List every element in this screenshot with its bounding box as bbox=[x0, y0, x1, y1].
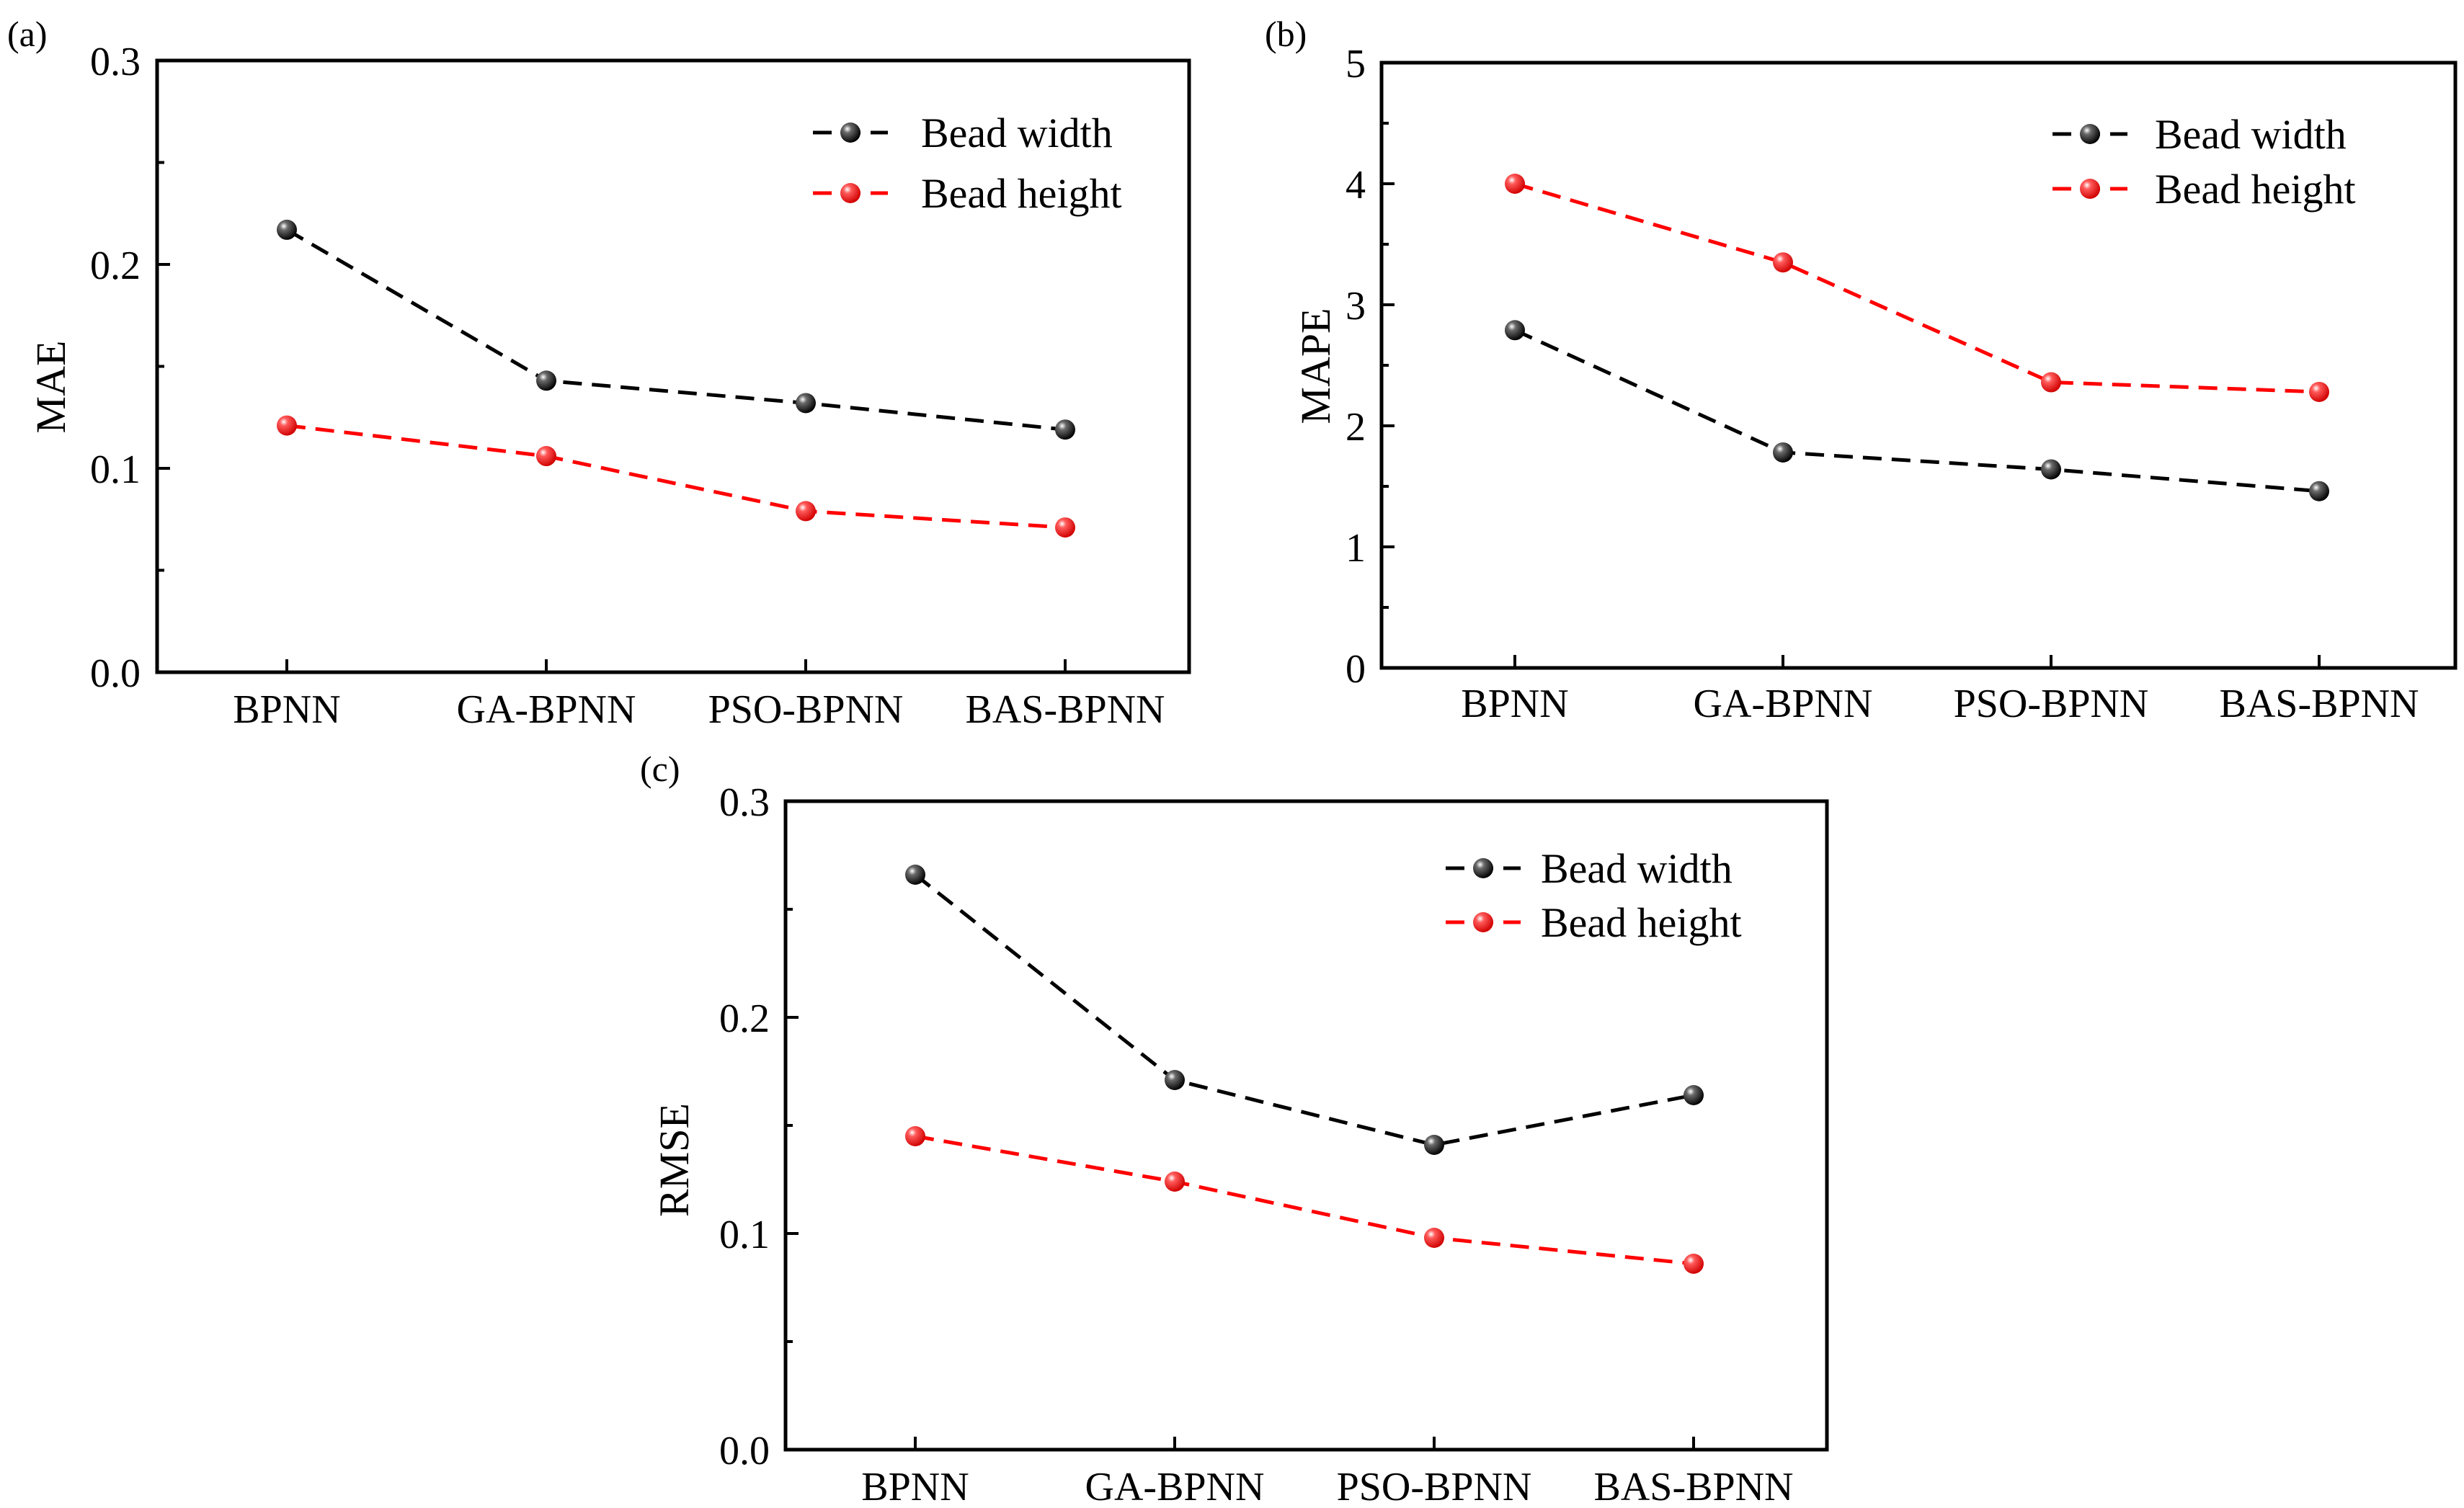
panel-b-ytick-label: 2 bbox=[1346, 405, 1366, 450]
panel-c-point-bead-height bbox=[905, 1126, 925, 1146]
panel-c-tick-marks bbox=[786, 800, 1695, 1451]
panel-b-series-bead-height bbox=[1505, 174, 2329, 402]
panel-a-category-label: BAS-BPNN bbox=[966, 687, 1165, 732]
panel-a-point-bead-width bbox=[536, 370, 556, 391]
panel-b-point-bead-height bbox=[1773, 252, 1793, 273]
legend-label-bead-width: Bead width bbox=[1541, 845, 1733, 892]
panel-b: (b) MAPE 0 1 2 3 4 5 BPNN GA-BPNN PSO-BP… bbox=[1265, 14, 2458, 726]
panel-b-category-label: BAS-BPNN bbox=[2220, 682, 2419, 726]
panel-a-point-bead-width bbox=[277, 219, 297, 240]
panel-c-plot-frame bbox=[783, 799, 1829, 1452]
panel-a-point-bead-width bbox=[1055, 419, 1075, 440]
panel-b-x-ticks: BPNN GA-BPNN PSO-BPNN BAS-BPNN bbox=[1461, 682, 2419, 726]
panel-a-point-bead-width bbox=[796, 393, 816, 414]
panel-b-point-bead-width bbox=[1773, 442, 1793, 463]
panel-a-line-bead-height bbox=[286, 424, 1066, 530]
panel-a-ytick-label: 0.2 bbox=[90, 244, 141, 288]
panel-c-point-bead-width bbox=[905, 865, 925, 885]
panel-a-x-ticks: BPNN GA-BPNN PSO-BPNN BAS-BPNN bbox=[233, 687, 1165, 732]
panel-c-ytick-label: 0.3 bbox=[719, 780, 770, 825]
panel-c-ytick-label: 0.2 bbox=[719, 996, 770, 1041]
panel-b-category-label: PSO-BPNN bbox=[1954, 682, 2149, 726]
panel-c-point-bead-width bbox=[1165, 1070, 1185, 1090]
legend-label-bead-height: Bead height bbox=[1541, 899, 1742, 946]
panel-a-y-ticks: 0.0 0.1 0.2 0.3 bbox=[90, 40, 141, 696]
panel-b-point-bead-height bbox=[1505, 174, 1525, 194]
legend-label-bead-height: Bead height bbox=[2155, 166, 2356, 213]
panel-a-point-bead-height bbox=[536, 446, 556, 467]
legend-marker-bead-width bbox=[840, 122, 860, 143]
panel-c-series-bead-width bbox=[905, 865, 1704, 1155]
panel-a-point-bead-height bbox=[1055, 517, 1075, 538]
panel-a-series-bead-height bbox=[277, 415, 1075, 538]
panel-c-ytick-label: 0.0 bbox=[719, 1429, 770, 1473]
legend-marker-bead-height bbox=[840, 183, 860, 203]
legend-label-bead-width: Bead width bbox=[2155, 111, 2347, 158]
panel-b-legend: Bead width Bead height bbox=[2052, 111, 2356, 213]
panel-b-y-ticks: 0 1 2 3 4 5 bbox=[1346, 42, 1366, 692]
panel-a-point-bead-height bbox=[796, 501, 816, 522]
legend-marker-bead-height bbox=[1473, 912, 1493, 932]
panel-c: (c) RMSE 0.0 0.1 0.2 0.3 BPNN GA-BPNN PS… bbox=[640, 749, 1829, 1508]
panel-a-category-label: PSO-BPNN bbox=[708, 687, 904, 732]
panel-c-point-bead-width bbox=[1684, 1085, 1704, 1105]
panel-c-legend: Bead width Bead height bbox=[1446, 845, 1742, 946]
panel-c-label: (c) bbox=[640, 749, 680, 789]
legend-label-bead-width: Bead width bbox=[921, 110, 1113, 156]
panel-a-point-bead-height bbox=[277, 415, 297, 436]
panel-b-point-bead-height bbox=[2309, 381, 2329, 402]
panel-a-legend: Bead width Bead height bbox=[813, 110, 1122, 217]
panel-c-ytick-label: 0.1 bbox=[719, 1213, 770, 1257]
panel-c-point-bead-width bbox=[1424, 1135, 1444, 1155]
panel-a-tick-marks bbox=[157, 59, 1067, 674]
panel-c-category-label: PSO-BPNN bbox=[1337, 1465, 1532, 1508]
panel-b-ytick-label: 1 bbox=[1346, 526, 1366, 571]
panel-a-ytick-label: 0.1 bbox=[90, 447, 141, 492]
panel-b-line-bead-width bbox=[1513, 329, 2320, 494]
panel-c-line-bead-height bbox=[915, 1134, 1694, 1266]
panel-c-x-ticks: BPNN GA-BPNN PSO-BPNN BAS-BPNN bbox=[861, 1465, 1793, 1508]
panel-a-series-bead-width bbox=[277, 219, 1075, 440]
legend-label-bead-height: Bead height bbox=[921, 170, 1122, 217]
panel-b-label: (b) bbox=[1265, 14, 1307, 54]
panel-c-category-label: BAS-BPNN bbox=[1594, 1465, 1794, 1508]
panel-c-point-bead-height bbox=[1684, 1254, 1704, 1274]
panel-b-ytick-label: 0 bbox=[1346, 647, 1366, 692]
panel-c-category-label: BPNN bbox=[861, 1465, 969, 1508]
panel-c-line-bead-width bbox=[914, 873, 1694, 1147]
panel-b-category-label: GA-BPNN bbox=[1694, 682, 1873, 726]
panel-a-category-label: BPNN bbox=[233, 687, 340, 732]
legend-marker-bead-width bbox=[1473, 858, 1493, 878]
panel-b-point-bead-width bbox=[2309, 481, 2329, 501]
panel-c-y-ticks: 0.0 0.1 0.2 0.3 bbox=[719, 780, 770, 1473]
panel-a-ytick-label: 0.0 bbox=[90, 651, 141, 696]
panel-b-line-bead-height bbox=[1514, 182, 2320, 394]
panel-b-ytick-label: 5 bbox=[1346, 42, 1366, 86]
panel-a-category-label: GA-BPNN bbox=[457, 687, 636, 732]
legend-marker-bead-height bbox=[2080, 179, 2100, 199]
panel-a-y-axis-title: MAE bbox=[27, 341, 74, 434]
panel-b-tick-marks bbox=[1382, 61, 2321, 669]
panel-a-ytick-label: 0.3 bbox=[90, 40, 141, 84]
panel-c-point-bead-height bbox=[1165, 1172, 1185, 1192]
panel-b-series-bead-width bbox=[1505, 320, 2329, 501]
panel-b-category-label: BPNN bbox=[1461, 682, 1568, 726]
panel-c-series-bead-height bbox=[905, 1126, 1704, 1274]
panel-a-label: (a) bbox=[7, 14, 48, 54]
panel-b-ytick-label: 3 bbox=[1346, 284, 1366, 329]
legend-marker-bead-width bbox=[2080, 124, 2100, 144]
panel-c-category-label: GA-BPNN bbox=[1085, 1465, 1265, 1508]
panel-b-y-axis-title: MAPE bbox=[1292, 308, 1339, 424]
panel-a: (a) MAE 0.0 0.1 0.2 0.3 BPNN GA-BPNN PSO… bbox=[7, 14, 1191, 732]
panel-c-y-axis-title: RMSE bbox=[651, 1103, 698, 1217]
panel-b-point-bead-height bbox=[2041, 372, 2061, 393]
panel-a-line-bead-width bbox=[285, 228, 1066, 432]
panel-b-point-bead-width bbox=[1505, 320, 1525, 341]
panel-b-ytick-label: 4 bbox=[1346, 163, 1366, 208]
panel-c-point-bead-height bbox=[1424, 1228, 1444, 1248]
panel-b-point-bead-width bbox=[2041, 459, 2061, 480]
